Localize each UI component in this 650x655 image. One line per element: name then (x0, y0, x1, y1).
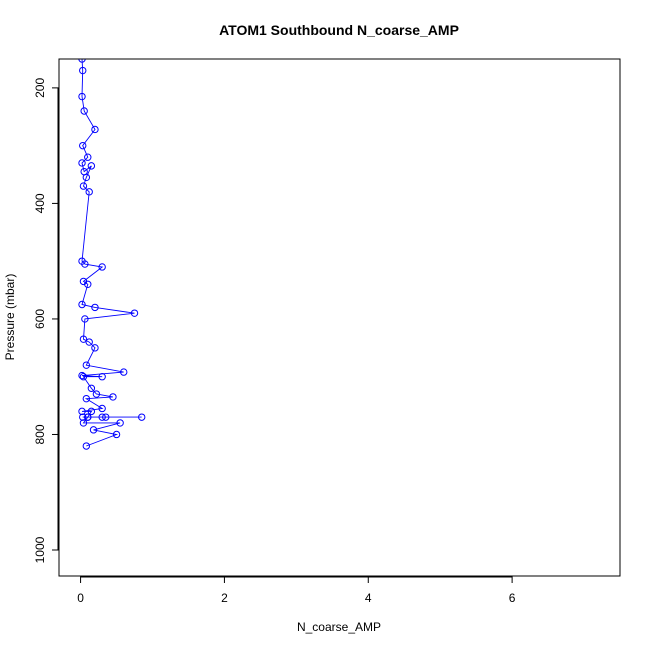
data-point (82, 442, 91, 450)
x-tick-label: 0 (77, 591, 84, 605)
data-point (98, 413, 106, 421)
data-point (87, 162, 96, 170)
y-axis-title: Pressure (mbar) (3, 274, 17, 361)
y-tick-label: 200 (33, 78, 47, 98)
data-point (78, 371, 86, 380)
y-tick-label: 1000 (33, 536, 47, 563)
data-point (78, 407, 86, 416)
x-tick-label: 2 (221, 591, 228, 605)
chart-title: ATOM1 Southbound N_coarse_AMP (219, 22, 459, 38)
data-point (78, 159, 86, 167)
data-point (112, 430, 121, 439)
x-axis-title: N_coarse_AMP (297, 620, 381, 634)
data-point (79, 335, 88, 343)
data-point (78, 300, 86, 309)
data-point (78, 92, 86, 101)
data-point (98, 263, 106, 271)
data-point (98, 404, 106, 413)
data-point (84, 413, 92, 421)
data-point (79, 413, 87, 421)
data-point (79, 373, 88, 381)
data-point (79, 141, 87, 150)
data-point (82, 394, 91, 403)
data-point (138, 413, 146, 421)
y-axis: 200 400 600 800 1000 (33, 78, 59, 563)
y-tick-label: 600 (33, 309, 47, 329)
data-point (80, 107, 88, 115)
data-point (84, 280, 92, 288)
data-point (81, 315, 89, 323)
plot-frame (58, 58, 621, 577)
data-point (91, 303, 99, 312)
x-axis: 0 2 4 6 (77, 576, 516, 605)
data-point (116, 419, 124, 427)
data-point (89, 426, 98, 434)
data-point (81, 260, 89, 268)
data-point (82, 361, 91, 369)
data-point (87, 407, 96, 416)
data-point (130, 309, 139, 317)
data-point (102, 413, 110, 421)
x-tick-label: 6 (509, 591, 516, 605)
x-tick-label: 4 (365, 591, 372, 605)
series-line (81, 59, 142, 447)
data-point (85, 188, 93, 196)
y-tick-label: 800 (33, 424, 47, 444)
series-layer (78, 59, 146, 450)
y-tick-label: 400 (33, 193, 47, 213)
data-point (79, 419, 88, 427)
data-point (92, 390, 101, 398)
data-point (79, 182, 88, 190)
data-point (91, 125, 99, 134)
data-point (120, 368, 128, 376)
data-point (79, 66, 87, 75)
data-point (82, 173, 91, 182)
data-point (87, 384, 96, 392)
data-point (84, 153, 92, 161)
data-point (91, 344, 99, 352)
data-point (98, 373, 106, 381)
data-point (109, 393, 117, 401)
data-point (78, 59, 86, 63)
data-point (85, 338, 93, 346)
